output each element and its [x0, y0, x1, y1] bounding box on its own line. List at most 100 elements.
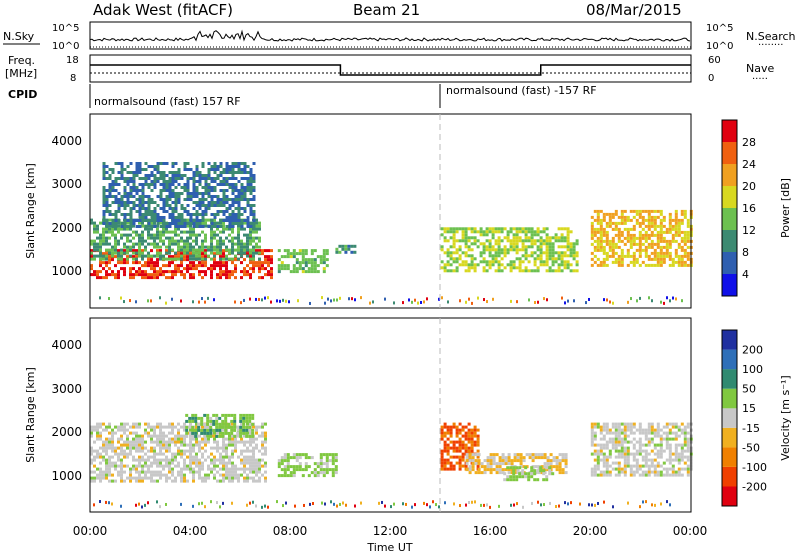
noise-cell	[339, 296, 341, 300]
radar-title: Adak West (fitACF)	[93, 1, 233, 19]
heatmap-cell	[270, 273, 273, 277]
heatmap-cell	[117, 276, 120, 280]
heatmap-cell	[476, 434, 480, 438]
heatmap-cell	[545, 254, 549, 258]
heatmap-cell	[656, 431, 660, 435]
heatmap-cell	[537, 456, 541, 460]
heatmap-cell	[153, 434, 156, 438]
heatmap-cell	[156, 443, 159, 447]
heatmap-cell	[558, 468, 562, 472]
heatmap-cell	[674, 446, 678, 450]
heatmap-cell	[524, 251, 528, 255]
heatmap-cell	[650, 431, 654, 435]
heatmap-cell	[204, 198, 208, 201]
heatmap-cell	[185, 413, 189, 417]
heatmap-cell	[102, 239, 105, 243]
heatmap-cell	[231, 422, 234, 426]
power-colorbar-label: Power [dB]	[779, 178, 792, 238]
heatmap-cell	[471, 462, 475, 466]
noise-cell	[393, 301, 395, 305]
heatmap-cell	[509, 260, 513, 264]
heatmap-cell	[240, 254, 243, 258]
heatmap-cell	[446, 260, 450, 264]
heatmap-cell	[165, 198, 169, 201]
heatmap-cell	[117, 270, 120, 274]
heatmap-cell	[198, 171, 202, 174]
heatmap-cell	[225, 198, 229, 201]
heatmap-cell	[243, 467, 246, 471]
heatmap-cell	[117, 249, 120, 253]
heatmap-cell	[683, 251, 687, 255]
heatmap-cell	[641, 233, 645, 237]
heatmap-cell	[156, 204, 160, 207]
heatmap-cell	[231, 225, 235, 228]
heatmap-cell	[144, 264, 147, 268]
heatmap-cell	[144, 422, 147, 426]
noise-cell	[651, 299, 653, 303]
heatmap-cell	[665, 443, 669, 447]
heatmap-cell	[237, 198, 241, 201]
heatmap-cell	[476, 443, 480, 447]
heatmap-cell	[473, 263, 477, 267]
noise-cell	[612, 301, 614, 305]
heatmap-cell	[605, 440, 609, 444]
heatmap-cell	[234, 198, 238, 201]
noise-cell	[336, 504, 338, 508]
heatmap-cell	[249, 189, 253, 192]
heatmap-cell	[249, 230, 252, 234]
heatmap-cell	[521, 245, 525, 249]
heatmap-cell	[231, 449, 234, 453]
heatmap-cell	[620, 446, 624, 450]
heatmap-cell	[653, 473, 657, 477]
heatmap-cell	[105, 264, 108, 268]
heatmap-cell	[641, 218, 645, 222]
noise-cell	[108, 297, 110, 301]
noise-cell	[99, 500, 101, 504]
heatmap-cell	[617, 455, 621, 459]
heatmap-cell	[277, 459, 281, 463]
noise-cell	[672, 296, 674, 300]
heatmap-cell	[126, 434, 129, 438]
heatmap-cell	[563, 236, 567, 240]
heatmap-cell	[521, 269, 525, 273]
heatmap-cell	[108, 437, 111, 441]
heatmap-cell	[138, 446, 141, 450]
freq-trace	[90, 64, 691, 76]
heatmap-cell	[192, 183, 196, 186]
heatmap-cell	[283, 471, 287, 475]
heatmap-cell	[620, 437, 624, 441]
cpid-segment-2: normalsound (fast) -157 RF	[446, 84, 597, 97]
heatmap-cell	[322, 453, 326, 457]
power-ytick-1000: 1000	[51, 264, 82, 278]
heatmap-cell	[192, 458, 195, 462]
heatmap-cell	[216, 443, 219, 447]
heatmap-cell	[231, 452, 234, 456]
heatmap-cell	[623, 218, 627, 222]
heatmap-cell	[527, 245, 531, 249]
nsearch-label: N.Search	[746, 30, 796, 43]
heatmap-cell	[614, 467, 618, 471]
heatmap-cell	[686, 254, 690, 258]
heatmap-cell	[162, 198, 166, 201]
heatmap-cell	[171, 276, 174, 280]
heatmap-cell	[237, 224, 240, 228]
heatmap-cell	[617, 473, 621, 477]
heatmap-cell	[111, 213, 115, 216]
heatmap-cell	[192, 225, 196, 228]
heatmap-cell	[192, 213, 196, 216]
heatmap-cell	[249, 476, 252, 480]
heatmap-cell	[539, 239, 543, 243]
heatmap-cell	[231, 470, 234, 474]
heatmap-cell	[108, 242, 111, 246]
heatmap-cell	[156, 464, 159, 468]
heatmap-cell	[641, 227, 645, 231]
heatmap-cell	[470, 428, 474, 432]
heatmap-cell	[216, 198, 220, 201]
heatmap-cell	[198, 470, 201, 474]
heatmap-cell	[280, 456, 284, 460]
heatmap-cell	[144, 431, 147, 435]
heatmap-cell	[677, 443, 681, 447]
heatmap-cell	[537, 465, 541, 469]
heatmap-cell	[452, 239, 456, 243]
noise-cell	[669, 503, 671, 507]
